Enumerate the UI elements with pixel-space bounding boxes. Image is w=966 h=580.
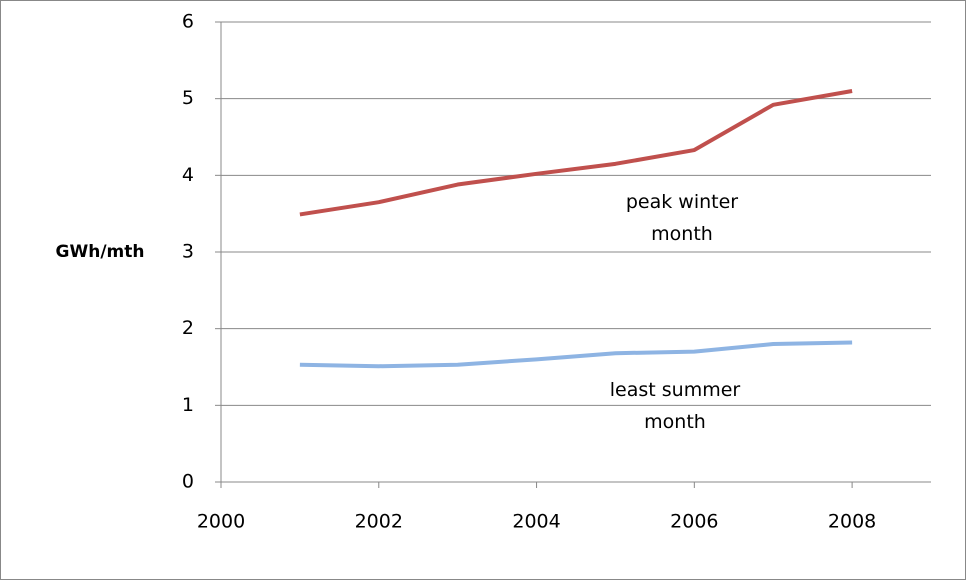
y-tick-label: 4 [182,164,194,186]
y-tick-label: 3 [182,241,194,263]
y-tick-label: 6 [182,11,194,33]
x-tick-label: 2004 [512,511,560,533]
x-tick-label: 2006 [670,511,718,533]
x-tick-label: 2008 [828,511,876,533]
series-label: least summer month [609,379,741,433]
series-label: peak winter month [625,191,739,245]
y-tick-label: 2 [182,317,194,339]
y-tick-label: 5 [182,87,194,109]
x-tick-label: 2000 [197,511,245,533]
series-line [299,340,853,369]
y-tick-label: 0 [182,471,194,493]
y-tick-label: 1 [182,394,194,416]
y-axis-label: GWh/mth [56,242,145,262]
series-line [299,89,853,217]
x-tick-label: 2002 [355,511,403,533]
